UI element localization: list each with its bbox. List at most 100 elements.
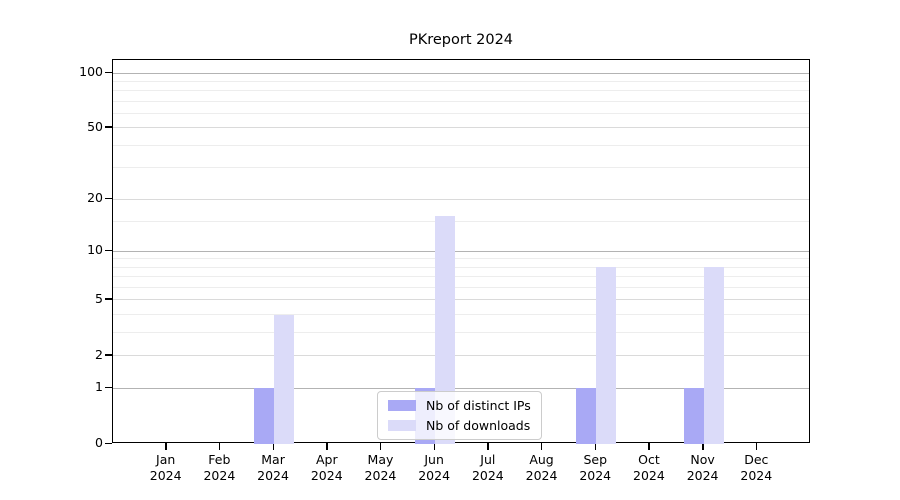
bar-nb-of-downloads-mar — [274, 314, 295, 444]
xtick-month: May — [367, 452, 394, 467]
xtick-year: 2024 — [740, 467, 773, 483]
xtick-month: Oct — [638, 452, 660, 467]
ytick-mark-10 — [105, 249, 112, 252]
plot-area: Nb of distinct IPs Nb of downloads — [112, 59, 810, 444]
xtick-month: Apr — [315, 452, 338, 467]
xtick-year: 2024 — [203, 467, 236, 483]
bar-nb-of-downloads-jun — [435, 216, 456, 444]
ytick-mark-0 — [105, 442, 112, 444]
xtick-year: 2024 — [149, 467, 182, 483]
ytick-label-1: 1 — [95, 379, 103, 395]
xtick-mark-sep — [594, 443, 597, 450]
gridline-y-10 — [113, 250, 809, 252]
xtick-year: 2024 — [364, 467, 397, 483]
ytick-label-20: 20 — [87, 190, 103, 206]
xtick-label-jun: Jun 2024 — [402, 452, 466, 483]
gridline-y-60 — [113, 113, 809, 115]
xtick-month: Dec — [744, 452, 769, 467]
ytick-mark-100 — [105, 71, 112, 73]
xtick-month: Mar — [261, 452, 285, 467]
ytick-mark-5 — [105, 298, 112, 300]
gridline-y-15 — [113, 220, 809, 222]
xtick-month: Jul — [480, 452, 496, 467]
gridline-y-50 — [113, 127, 809, 129]
xtick-mark-aug — [541, 443, 543, 450]
legend-item-distinct-ips: Nb of distinct IPs — [388, 398, 531, 413]
ytick-label-5: 5 — [95, 290, 103, 306]
legend-swatch-downloads — [388, 420, 416, 431]
gridline-y-40 — [113, 144, 809, 146]
xtick-year: 2024 — [633, 467, 665, 483]
gridline-y-70 — [113, 100, 809, 102]
xtick-year: 2024 — [471, 467, 504, 483]
gridline-y-7 — [113, 276, 809, 278]
xtick-mark-jul — [487, 443, 489, 450]
bar-nb-of-downloads-sep — [596, 267, 617, 444]
chart-title: PKreport 2024 — [408, 32, 514, 48]
gridline-y-3 — [113, 332, 809, 334]
xtick-year: 2024 — [418, 467, 451, 483]
legend-label-downloads: Nb of downloads — [426, 418, 531, 433]
xtick-label-aug: Aug 2024 — [510, 452, 574, 483]
xtick-month: Sep — [583, 452, 607, 467]
xtick-year: 2024 — [525, 467, 558, 483]
ytick-mark-20 — [105, 197, 112, 200]
xtick-mark-jan — [165, 443, 167, 450]
gridline-y-100 — [113, 72, 809, 74]
ytick-label-50: 50 — [87, 118, 103, 134]
xtick-mark-oct — [648, 443, 650, 450]
ytick-label-2: 2 — [95, 346, 103, 362]
xtick-mark-mar — [272, 443, 274, 450]
xtick-mark-nov — [702, 443, 704, 450]
bar-nb-of-downloads-nov — [703, 267, 724, 444]
legend-item-downloads: Nb of downloads — [388, 418, 531, 433]
xtick-month: Jan — [156, 452, 176, 467]
bar-nb-of-distinct-ips-sep — [576, 388, 597, 444]
xtick-year: 2024 — [257, 467, 289, 483]
gridline-y-1 — [113, 387, 809, 389]
xtick-label-apr: Apr 2024 — [295, 452, 359, 483]
xtick-label-jan: Jan 2024 — [134, 452, 198, 483]
xtick-year: 2024 — [686, 467, 719, 483]
legend: Nb of distinct IPs Nb of downloads — [377, 391, 542, 440]
xtick-mark-feb — [218, 443, 221, 450]
xtick-label-feb: Feb 2024 — [187, 452, 251, 483]
xtick-label-may: May 2024 — [348, 452, 412, 483]
gridline-y-4 — [113, 314, 809, 316]
ytick-mark-2 — [105, 354, 112, 356]
ytick-mark-1 — [105, 386, 112, 389]
xtick-label-dec: Dec 2024 — [724, 452, 788, 483]
xtick-year: 2024 — [310, 467, 343, 483]
gridline-y-30 — [113, 167, 809, 169]
ytick-label-10: 10 — [87, 242, 103, 258]
legend-label-distinct-ips: Nb of distinct IPs — [426, 398, 531, 413]
bar-nb-of-distinct-ips-mar — [254, 388, 275, 444]
xtick-mark-apr — [326, 443, 328, 450]
gridline-y-2 — [113, 355, 809, 357]
xtick-month: Jun — [424, 452, 444, 467]
ytick-label-0: 0 — [95, 435, 103, 450]
xtick-label-nov: Nov 2024 — [671, 452, 735, 483]
gridline-y-80 — [113, 90, 809, 92]
xtick-year: 2024 — [579, 467, 612, 483]
gridline-y-20 — [113, 198, 809, 200]
legend-swatch-distinct-ips — [388, 400, 416, 411]
gridline-y-8 — [113, 266, 809, 268]
ytick-label-100: 100 — [79, 64, 103, 79]
xtick-mark-jun — [433, 443, 436, 450]
xtick-label-jul: Jul 2024 — [456, 452, 520, 483]
gridline-y-6 — [113, 287, 809, 289]
xtick-month: Nov — [690, 452, 715, 467]
xtick-label-mar: Mar 2024 — [241, 452, 305, 483]
gridline-y-5 — [113, 299, 809, 301]
xtick-label-sep: Sep 2024 — [563, 452, 627, 483]
gridline-y-90 — [113, 80, 809, 82]
ytick-mark-50 — [105, 126, 112, 128]
xtick-month: Aug — [529, 452, 554, 467]
bar-nb-of-distinct-ips-nov — [683, 388, 704, 444]
xtick-mark-dec — [755, 443, 758, 450]
gridline-y-9 — [113, 258, 809, 260]
xtick-month: Feb — [208, 452, 231, 467]
xtick-label-oct: Oct 2024 — [617, 452, 681, 483]
